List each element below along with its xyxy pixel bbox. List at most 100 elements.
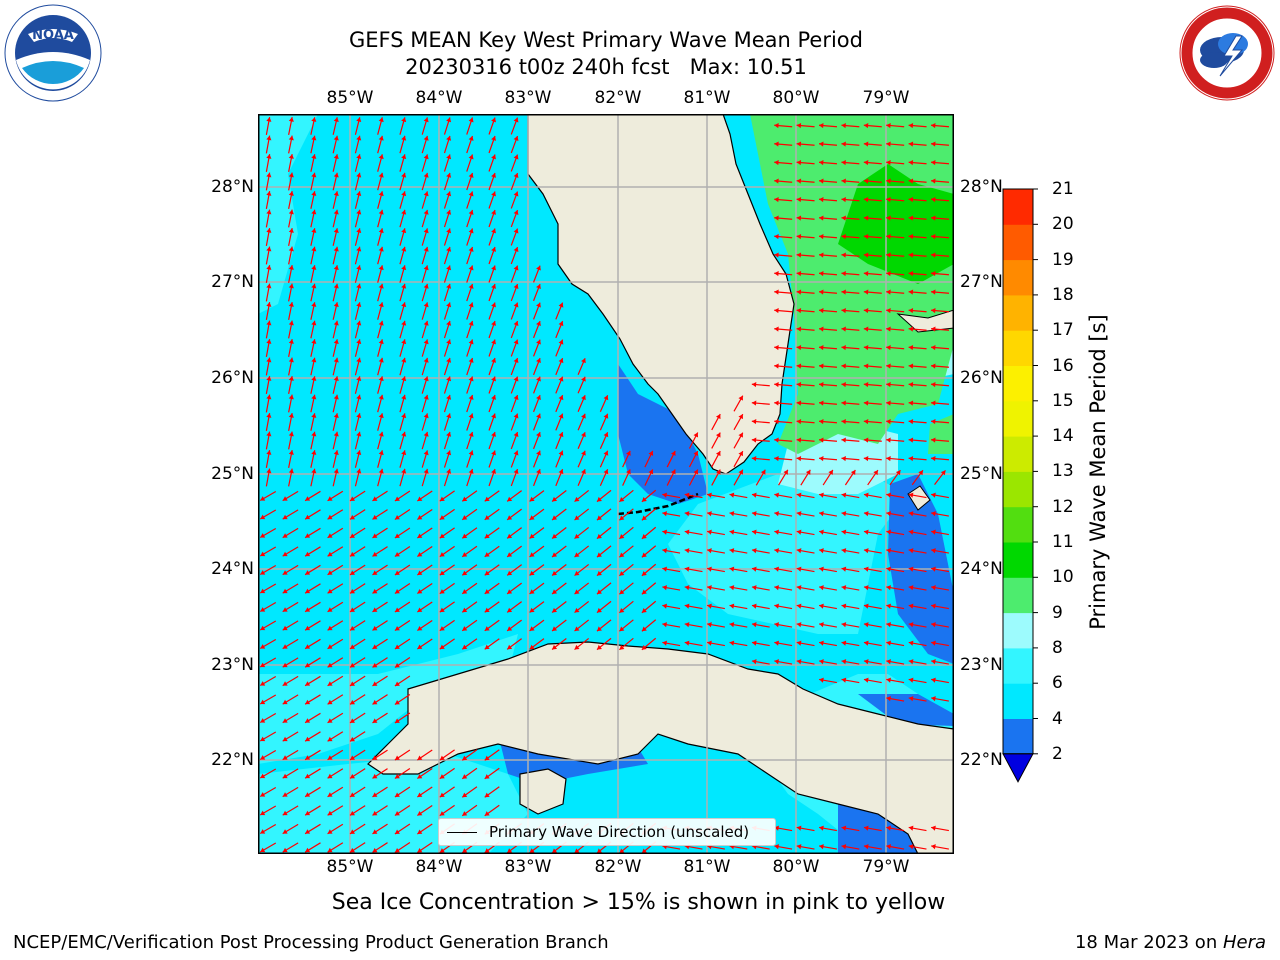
wave-arrow-head xyxy=(596,589,602,595)
wave-arrow-head xyxy=(707,511,712,517)
wave-arrow-head xyxy=(841,363,846,369)
wave-arrow-head xyxy=(603,413,609,419)
wave-arrow-head xyxy=(841,659,847,665)
wave-arrow-head xyxy=(491,450,496,456)
wave-arrow-head xyxy=(333,450,339,455)
wave-arrow-head xyxy=(574,589,580,595)
wave-arrow-head xyxy=(327,514,333,520)
wave-arrow-head xyxy=(462,774,468,779)
wave-arrow-head xyxy=(863,622,869,628)
wave-arrow-head xyxy=(282,773,288,779)
wave-arrow-head xyxy=(260,736,266,742)
wave-arrow-head xyxy=(931,622,936,628)
green-patch-east xyxy=(928,414,954,454)
graticule xyxy=(258,114,954,854)
wave-arrow-head xyxy=(863,548,869,554)
footer-machine: Hera xyxy=(1222,932,1266,953)
wave-arrow-head xyxy=(423,135,429,141)
colorbar-level-label: 16 xyxy=(1052,355,1074,376)
wave-arrow-head xyxy=(641,848,647,854)
wave-arrow-head xyxy=(619,496,625,502)
wave-arrow-head xyxy=(513,358,519,363)
wave-arrow-head xyxy=(751,659,757,665)
wave-arrow-head xyxy=(819,178,824,184)
wave-arrow-head xyxy=(282,625,288,631)
wave-arrow-head xyxy=(417,515,423,520)
wave-arrow-head xyxy=(423,394,429,400)
wave-arrow-head xyxy=(819,529,824,535)
wave-arrow-head xyxy=(819,585,824,591)
wave-arrow-head xyxy=(863,640,869,646)
wave-arrow-head xyxy=(423,413,429,419)
wave-arrow-head xyxy=(596,552,602,558)
wave-arrow-head xyxy=(796,400,802,406)
wave-arrow-head xyxy=(908,141,914,147)
wave-arrow-head xyxy=(350,496,356,501)
wave-arrow-head xyxy=(333,246,339,252)
wave-arrow-head xyxy=(819,603,824,609)
wave-arrow-head xyxy=(446,283,452,289)
wave-arrow-head xyxy=(931,234,936,240)
wave-arrow-head xyxy=(863,825,869,831)
wave-arrow-head xyxy=(356,228,362,234)
wave-arrow-head xyxy=(819,492,824,498)
wave-arrow-head xyxy=(305,533,311,538)
wave-arrow-head xyxy=(327,681,333,686)
wave-arrow-head xyxy=(863,400,869,406)
wave-arrow-head xyxy=(468,209,474,215)
wave-arrow-head xyxy=(401,357,407,363)
wave-arrow-head xyxy=(446,450,452,456)
wave-arrow-head xyxy=(288,246,294,252)
wave-arrow-head xyxy=(423,117,429,123)
wave-arrow-head xyxy=(729,566,735,572)
wave-arrow-head xyxy=(931,548,936,554)
wave-arrow-head xyxy=(841,548,847,554)
wave-arrow-head xyxy=(484,848,490,853)
wave-arrow-head xyxy=(819,308,824,314)
wave-arrow-head xyxy=(356,431,362,437)
wave-arrow-head xyxy=(401,246,407,252)
wave-arrow-head xyxy=(484,552,490,557)
wave-arrow-head xyxy=(484,533,490,539)
wave-arrow-head xyxy=(468,246,474,252)
wave-arrow-head xyxy=(446,431,452,437)
wave-arrow-head xyxy=(417,626,423,631)
colorbar-bin xyxy=(1003,330,1033,366)
wave-arrow-head xyxy=(603,432,609,438)
wave-arrow-head xyxy=(819,548,824,554)
colorbar-bin xyxy=(1003,259,1033,296)
wave-arrow-head xyxy=(581,395,586,401)
wave-arrow-head xyxy=(908,308,914,314)
wave-arrow-head xyxy=(311,468,317,474)
wave-arrow-head xyxy=(484,570,490,576)
wave-arrow-head xyxy=(491,136,496,141)
wave-arrow-head xyxy=(841,215,846,221)
wave-arrow-head xyxy=(908,252,914,258)
wave-arrow-head xyxy=(513,432,519,437)
wave-arrow-head xyxy=(462,848,468,853)
wave-arrow-head xyxy=(751,603,757,609)
wave-arrow-head xyxy=(282,829,288,834)
wave-arrow-head xyxy=(863,677,869,683)
wave-arrow-head xyxy=(260,625,266,631)
lat-label-left: 28°N xyxy=(211,177,254,197)
wave-arrow-head xyxy=(908,511,914,517)
wave-arrow-head xyxy=(491,358,496,363)
wave-arrow-head xyxy=(574,552,580,558)
wave-arrow-head xyxy=(796,234,802,240)
wave-arrow-head xyxy=(350,662,356,668)
nws-logo xyxy=(1179,5,1275,101)
wave-arrow-head xyxy=(401,431,407,437)
wave-arrow-head xyxy=(863,289,869,295)
wave-arrow-head xyxy=(908,622,914,628)
wave-arrow-head xyxy=(873,470,878,476)
wave-arrow-head xyxy=(662,511,668,517)
wave-arrow-head xyxy=(401,209,407,215)
wave-arrow-head xyxy=(738,395,743,401)
wave-arrow-head xyxy=(886,844,892,850)
wave-arrow-head xyxy=(619,533,625,539)
wave-arrow-head xyxy=(305,792,311,797)
wave-arrow-head xyxy=(266,228,272,233)
wave-arrow-head xyxy=(886,529,892,535)
wave-arrow-head xyxy=(401,339,407,345)
